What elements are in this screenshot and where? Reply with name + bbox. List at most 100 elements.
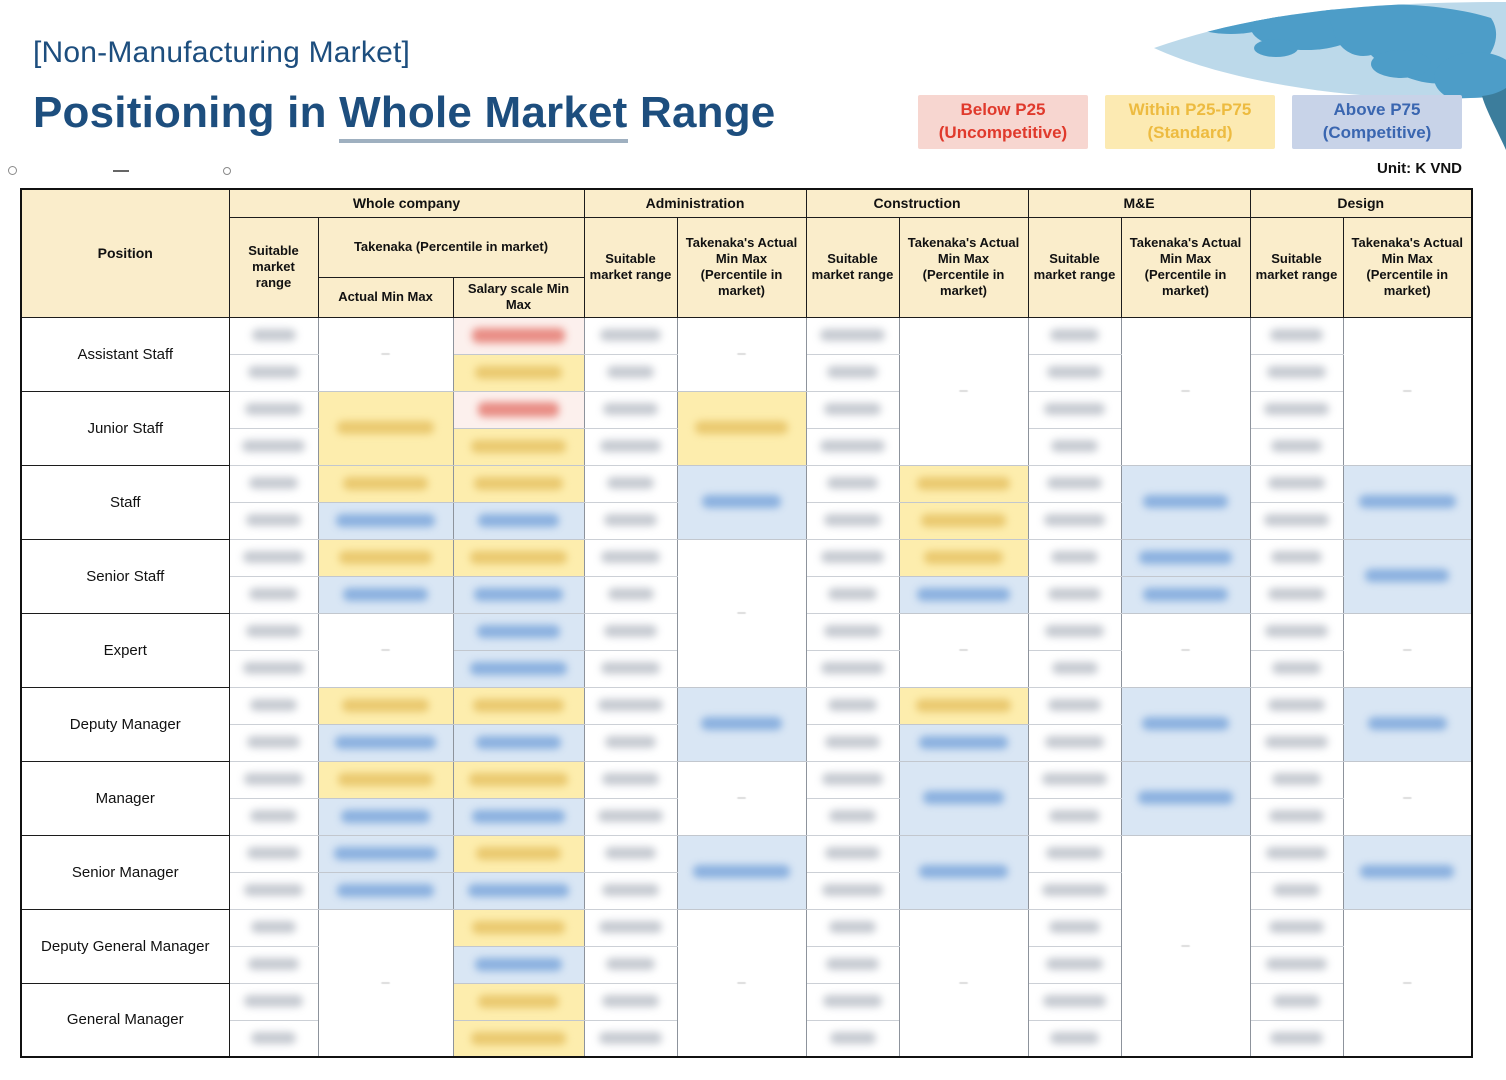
position-cell: Deputy Manager [20,686,230,762]
value-cell [452,427,585,466]
value-cell [452,501,585,540]
value-cell: – [1342,612,1473,688]
suitable-range-cell [805,501,900,540]
value-cell: – [317,612,454,688]
value-cell [676,464,807,540]
suitable-range-cell [228,834,319,873]
value-cell [452,353,585,392]
value-cell [452,908,585,947]
suitable-range-cell [583,834,678,873]
suitable-range-cell [228,390,319,429]
suitable-range-cell [1027,538,1122,577]
suitable-range-cell [228,649,319,688]
suitable-range-cell [583,723,678,762]
suitable-range-cell [805,908,900,947]
value-cell: – [317,316,454,392]
suitable-range-cell [1027,760,1122,799]
value-cell [452,760,585,799]
suitable-range-cell [1249,427,1344,466]
suitable-range-cell [583,686,678,725]
position-cell: Senior Manager [20,834,230,910]
suitable-range-cell [1249,464,1344,503]
value-cell: – [898,908,1029,1058]
value-cell [317,464,454,503]
group-header: Administration [583,188,807,218]
value-cell: – [1342,760,1473,836]
group-header: Construction [805,188,1029,218]
suitable-range-cell [805,686,900,725]
value-cell [1120,686,1251,762]
value-cell [452,982,585,1021]
value-cell [1120,575,1251,614]
value-cell [452,871,585,910]
column-header: Takenaka's Actual Min Max (Percentile in… [898,216,1029,318]
suitable-range-cell [1027,723,1122,762]
suitable-range-cell [228,871,319,910]
suitable-range-cell [583,538,678,577]
suitable-range-cell [583,649,678,688]
value-cell [1120,538,1251,577]
suitable-range-cell [1027,464,1122,503]
position-cell: Expert [20,612,230,688]
suitable-range-cell [583,982,678,1021]
group-header: Design [1249,188,1473,218]
suitable-range-cell [1249,649,1344,688]
suitable-range-cell [805,575,900,614]
market-subtitle: [Non-Manufacturing Market] [33,36,411,69]
world-map-graphic [1154,2,1506,150]
position-cell: Senior Staff [20,538,230,614]
value-cell [452,575,585,614]
suitable-range-cell [583,760,678,799]
suitable-range-cell [1027,390,1122,429]
value-cell: – [1342,316,1473,466]
suitable-range-cell [583,871,678,910]
suitable-range-cell [805,612,900,651]
suitable-range-cell [583,316,678,355]
column-header: Takenaka's Actual Min Max (Percentile in… [1342,216,1473,318]
column-header: Suitable market range [805,216,900,318]
value-cell [317,723,454,762]
value-cell [452,945,585,984]
suitable-range-cell [805,427,900,466]
value-cell [1342,686,1473,762]
suitable-range-cell [1249,316,1344,355]
value-cell [317,871,454,910]
value-cell [1120,464,1251,540]
column-header: Takenaka's Actual Min Max (Percentile in… [1120,216,1251,318]
value-cell [898,834,1029,910]
group-header: M&E [1027,188,1251,218]
column-header: Suitable market range [1249,216,1344,318]
suitable-range-cell [228,797,319,836]
value-cell: – [1120,316,1251,466]
value-cell [452,464,585,503]
column-header: Takenaka (Percentile in market) [317,216,585,278]
value-cell [317,686,454,725]
value-cell [1120,760,1251,836]
suitable-range-cell [228,464,319,503]
suitable-range-cell [1249,612,1344,651]
outline-dash-icon [113,170,129,172]
value-cell [898,538,1029,577]
suitable-range-cell [1249,797,1344,836]
suitable-range-cell [1027,316,1122,355]
suitable-range-cell [1249,686,1344,725]
value-cell [317,834,454,873]
suitable-range-cell [1027,575,1122,614]
column-header-position: Position [20,188,230,318]
column-header: Actual Min Max [317,276,454,318]
suitable-range-cell [1027,908,1122,947]
value-cell [898,723,1029,762]
legend-above-p75: Above P75 (Competitive) [1292,95,1462,149]
suitable-range-cell [1027,797,1122,836]
suitable-range-cell [805,723,900,762]
positioning-table: Position Whole company Administration Const… [20,188,1473,1058]
value-cell: – [898,316,1029,466]
value-cell [452,316,585,355]
suitable-range-cell [1249,760,1344,799]
outline-handle-icon [223,167,231,175]
legend-below-p25: Below P25 (Uncompetitive) [918,95,1088,149]
underlined-title-text: Whole Market [339,88,628,143]
suitable-range-cell [583,1019,678,1058]
suitable-range-cell [583,353,678,392]
value-cell [898,686,1029,725]
